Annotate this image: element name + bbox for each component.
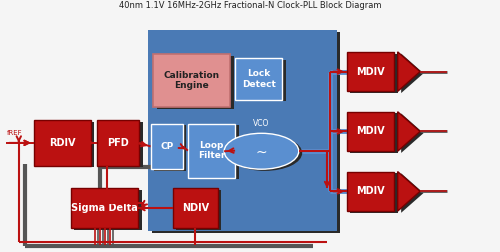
FancyBboxPatch shape — [350, 113, 398, 153]
Circle shape — [228, 135, 302, 171]
Text: MDIV: MDIV — [356, 186, 385, 196]
FancyBboxPatch shape — [350, 173, 398, 213]
FancyBboxPatch shape — [350, 53, 398, 93]
Title: 40nm 1.1V 16MHz-2GHz Fractional-N Clock-PLL Block Diagram: 40nm 1.1V 16MHz-2GHz Fractional-N Clock-… — [119, 2, 382, 10]
FancyBboxPatch shape — [154, 125, 186, 171]
Text: CP: CP — [160, 142, 173, 151]
FancyBboxPatch shape — [34, 120, 91, 166]
FancyBboxPatch shape — [192, 125, 238, 179]
Text: Sigma Delta: Sigma Delta — [71, 203, 138, 213]
Text: ~: ~ — [256, 145, 267, 160]
FancyBboxPatch shape — [148, 30, 337, 231]
Text: NDIV: NDIV — [182, 203, 209, 213]
Polygon shape — [401, 53, 423, 93]
Polygon shape — [398, 172, 420, 211]
FancyBboxPatch shape — [100, 122, 142, 167]
FancyBboxPatch shape — [173, 188, 218, 228]
Polygon shape — [398, 52, 420, 91]
FancyBboxPatch shape — [150, 124, 183, 169]
FancyBboxPatch shape — [153, 54, 230, 107]
FancyBboxPatch shape — [176, 190, 221, 230]
Circle shape — [224, 133, 298, 169]
FancyBboxPatch shape — [347, 172, 394, 211]
Text: PFD: PFD — [107, 138, 129, 148]
Polygon shape — [401, 113, 423, 153]
Text: RDIV: RDIV — [49, 138, 76, 148]
Text: fREF: fREF — [6, 130, 22, 136]
FancyBboxPatch shape — [152, 32, 340, 233]
Text: Lock
Detect: Lock Detect — [242, 69, 276, 88]
FancyBboxPatch shape — [347, 112, 394, 151]
FancyBboxPatch shape — [97, 120, 139, 166]
FancyBboxPatch shape — [188, 124, 235, 178]
Text: MDIV: MDIV — [356, 67, 385, 77]
FancyBboxPatch shape — [238, 59, 286, 102]
FancyBboxPatch shape — [37, 122, 94, 167]
FancyBboxPatch shape — [347, 52, 394, 91]
FancyBboxPatch shape — [156, 56, 234, 109]
FancyBboxPatch shape — [71, 188, 138, 228]
Polygon shape — [398, 112, 420, 151]
Text: Loop
Filter: Loop Filter — [198, 141, 225, 160]
Text: VCO: VCO — [253, 119, 270, 129]
FancyBboxPatch shape — [74, 190, 142, 230]
FancyBboxPatch shape — [235, 58, 282, 100]
Text: MDIV: MDIV — [356, 127, 385, 137]
Text: Calibration
Engine: Calibration Engine — [164, 71, 220, 90]
Polygon shape — [401, 173, 423, 213]
